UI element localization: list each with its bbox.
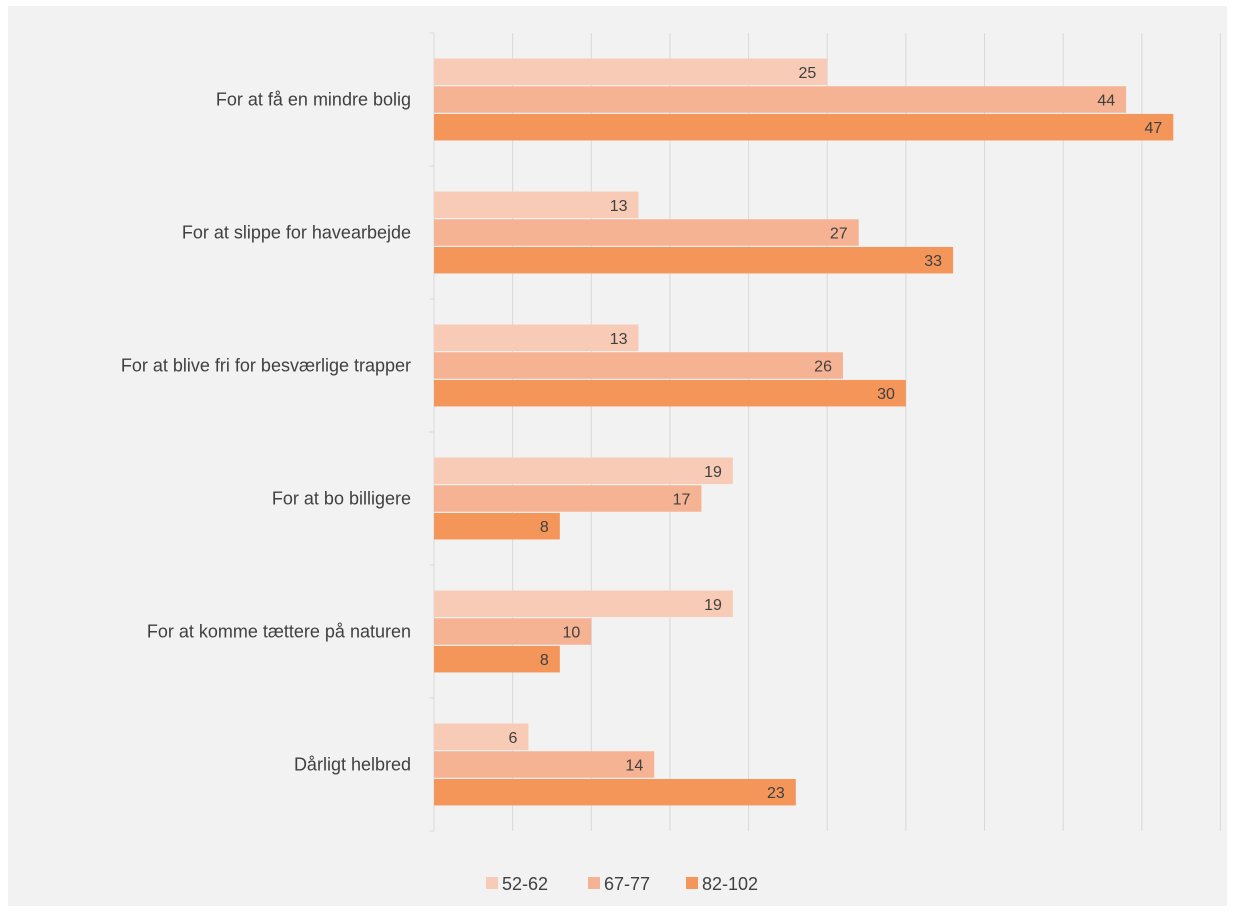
legend-swatch	[588, 877, 600, 889]
data-label: 47	[1145, 120, 1163, 137]
data-label: 10	[563, 625, 581, 642]
bar	[434, 751, 655, 778]
bars	[434, 58, 1174, 806]
data-label: 6	[508, 730, 517, 747]
data-label: 14	[625, 758, 643, 775]
bar	[434, 324, 639, 352]
data-labels: 25 44 47 13 27 33 13 26 30 19 17 8 19 10 8 6 14 23	[508, 65, 1162, 802]
category-label: For at slippe for havearbejde	[182, 223, 411, 243]
legend-swatch	[686, 877, 698, 889]
bar	[434, 618, 592, 645]
bar	[434, 723, 529, 751]
bar-chart: 25 44 47 13 27 33 13 26 30 19 17 8 19 10 8 6 14 23 For at…	[121, 32, 1221, 894]
data-label: 8	[540, 519, 549, 536]
bar	[434, 590, 733, 618]
data-label: 27	[830, 226, 848, 243]
data-label: 23	[767, 785, 785, 802]
legend-label: 52-62	[502, 874, 548, 894]
bar	[434, 485, 702, 512]
bar	[434, 58, 828, 86]
data-label: 26	[814, 359, 832, 376]
bar	[434, 645, 560, 673]
category-labels: For at få en mindre bolig For at slippe f…	[121, 90, 411, 775]
data-label: 19	[704, 464, 722, 481]
category-label: For at få en mindre bolig	[216, 90, 411, 110]
category-label: For at komme tættere på naturen	[147, 622, 411, 642]
gridlines	[512, 33, 1221, 831]
bar	[434, 191, 639, 219]
chart-frame: 25 44 47 13 27 33 13 26 30 19 17 8 19 10 8 6 14 23 For at…	[8, 6, 1227, 906]
category-label: For at bo billigere	[272, 489, 411, 509]
data-label: 19	[704, 597, 722, 614]
bar	[434, 86, 1127, 113]
bar	[434, 246, 954, 274]
data-label: 13	[610, 198, 628, 215]
data-label: 17	[673, 492, 691, 509]
data-label: 44	[1097, 93, 1115, 110]
data-label: 8	[540, 652, 549, 669]
data-label: 13	[610, 331, 628, 348]
legend-label: 82-102	[702, 874, 758, 894]
data-label: 25	[798, 65, 816, 82]
bar	[434, 113, 1174, 141]
bar	[434, 379, 906, 407]
data-label: 30	[877, 386, 895, 403]
bar	[434, 219, 859, 246]
data-label: 33	[924, 253, 942, 270]
legend: 52-62 67-77 82-102	[486, 874, 758, 894]
bar	[434, 457, 733, 485]
bar	[434, 512, 560, 540]
bar	[434, 778, 796, 806]
bar	[434, 352, 843, 379]
legend-label: 67-77	[604, 874, 650, 894]
legend-swatch	[486, 877, 498, 889]
category-label: For at blive fri for besværlige trapper	[121, 356, 411, 376]
category-label: Dårligt helbred	[294, 755, 411, 775]
category-axis	[429, 32, 435, 832]
